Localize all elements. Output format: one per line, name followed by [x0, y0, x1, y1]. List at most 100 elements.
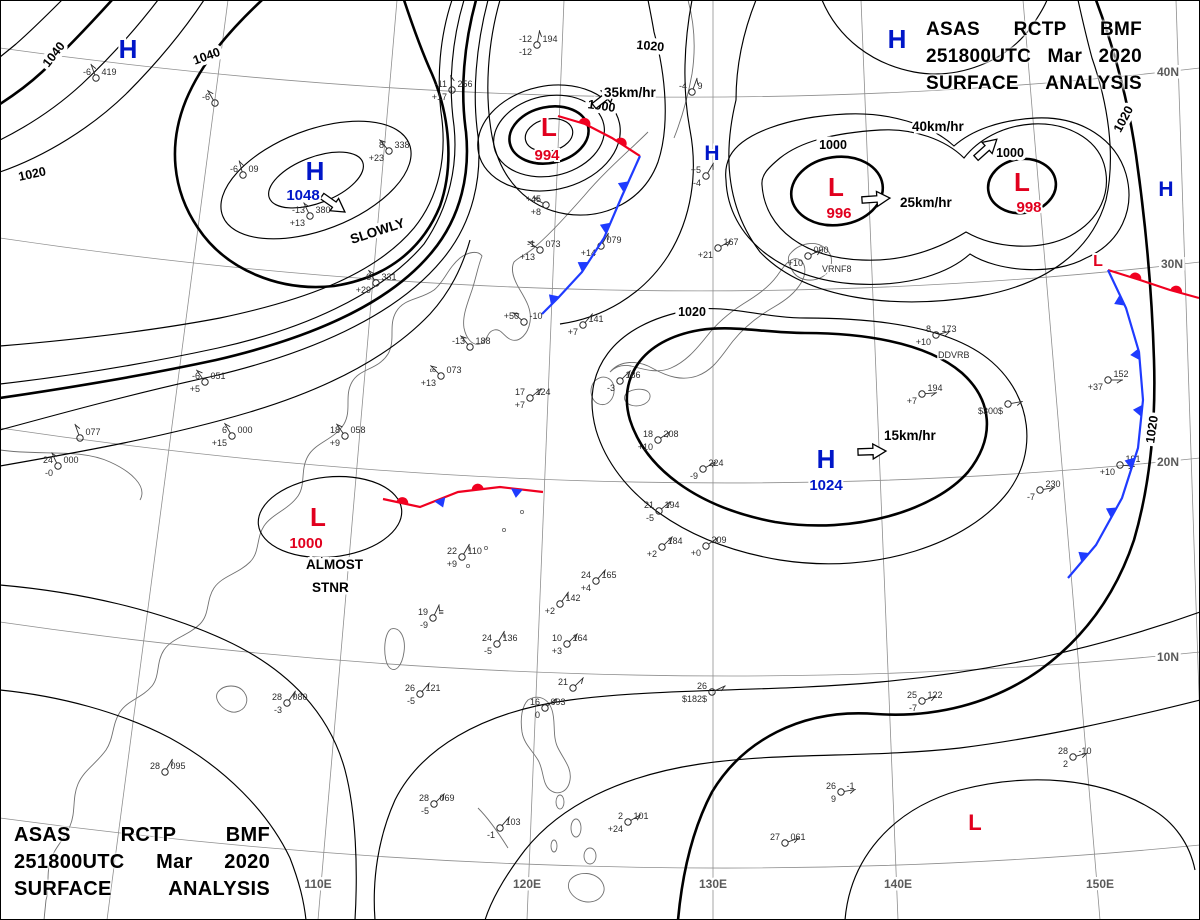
- station-pressure: 164: [573, 633, 588, 643]
- station-pressure: -1: [847, 781, 855, 791]
- wind-barb-feather-icon: [720, 685, 726, 692]
- wind-barb-icon: [51, 452, 58, 464]
- station-pressure: 419: [102, 67, 117, 77]
- station-dewpoint: +13: [520, 252, 535, 262]
- station-circle-icon: [496, 824, 504, 832]
- station-plot: 167 +21: [698, 237, 739, 260]
- station-dewpoint: +13: [290, 218, 305, 228]
- station-temp: -6: [230, 164, 238, 174]
- station-pressure: 224: [709, 458, 724, 468]
- wind-barb-feather-icon: [336, 424, 343, 428]
- station-plot: -6: [202, 89, 219, 107]
- station-plot: 21 194 -5: [644, 500, 680, 523]
- motion-label: ALMOST: [306, 557, 364, 572]
- lat-label: 20N: [1157, 455, 1179, 469]
- station-pressure: 136: [503, 633, 518, 643]
- station-temp: 6: [222, 425, 227, 435]
- station-plot: -6 051 +5: [190, 369, 226, 394]
- movement-arrow-icon: [591, 87, 618, 110]
- lon-label: 130E: [699, 877, 727, 891]
- station-plot: 224 -9: [690, 458, 724, 481]
- station-dewpoint: +2: [545, 606, 555, 616]
- station-plot: +50 -10: [504, 311, 543, 326]
- station-circle-icon: [702, 172, 710, 180]
- station-plot: 26 -1 9: [826, 781, 856, 804]
- wind-barb-feather-icon: [1082, 753, 1087, 759]
- lon-label: 150E: [1086, 877, 1114, 891]
- station-pressure: 051: [211, 371, 226, 381]
- station-pressure: 194: [665, 500, 680, 510]
- cold-front-triangle-icon: [1124, 457, 1135, 469]
- station-dewpoint: +0: [691, 548, 701, 558]
- station-plot: 19 ≡ -9: [418, 604, 444, 630]
- station-circle-icon: [520, 318, 528, 326]
- station-circle-icon: [448, 86, 456, 94]
- wind-barb-icon: [1075, 752, 1088, 757]
- station-plot: -1 073 +13: [520, 239, 561, 262]
- cold-front-triangle-icon: [599, 222, 611, 234]
- wind-barb-feather-icon: [538, 388, 542, 395]
- wind-barb-icon: [288, 690, 296, 701]
- wind-barb-feather-icon: [666, 431, 670, 438]
- station-circle-icon: [708, 688, 716, 696]
- station-dewpoint: +7: [515, 400, 525, 410]
- wind-barb-feather-icon: [539, 31, 543, 37]
- wind-barb-feather-icon: [450, 75, 455, 82]
- coastlines: [0, 0, 832, 920]
- wind-barb-feather-icon: [930, 392, 937, 397]
- station-plot: 28 069 -5: [419, 793, 455, 816]
- station-temp: 26: [697, 681, 707, 691]
- wind-barb-icon: [707, 162, 714, 174]
- station-temp: 28: [272, 692, 282, 702]
- wind-barb-feather-icon: [931, 695, 936, 702]
- wind-barb-icon: [421, 682, 430, 692]
- low-center: L: [1093, 253, 1103, 270]
- station-circle-icon: [542, 201, 550, 209]
- annotation-label: DDVRB: [938, 350, 970, 360]
- isobar-label: 1000: [819, 138, 847, 152]
- wind-barb-icon: [166, 758, 173, 770]
- station-circle-icon: [341, 432, 349, 440]
- wind-barb-icon: [303, 202, 310, 214]
- low-center: L: [1014, 167, 1030, 197]
- station-circle-icon: [714, 244, 722, 252]
- station-circle-icon: [385, 147, 393, 155]
- station-temp: 17: [515, 387, 525, 397]
- station-circle-icon: [1036, 486, 1044, 494]
- wind-barb-feather-icon: [368, 270, 375, 275]
- high-center: H: [1158, 178, 1173, 201]
- station-circle-icon: [211, 99, 219, 107]
- station-circle-icon: [536, 246, 544, 254]
- station-plot: 25 122 -7: [907, 690, 943, 713]
- warm-front-semicircle-icon: [615, 137, 627, 147]
- wind-barb-feather-icon: [196, 370, 203, 374]
- station-pressure: 184: [668, 536, 683, 546]
- station-plot: 152 +37: [1088, 369, 1129, 392]
- station-circle-icon: [466, 343, 474, 351]
- station-plot: 184 +2: [647, 536, 683, 559]
- isobar-label: 1020: [636, 38, 665, 54]
- station-temp: -13: [452, 336, 465, 346]
- station-temp: 8: [379, 140, 384, 150]
- station-plot: 26 $182$: [682, 681, 726, 704]
- station-plot: $300$: [978, 400, 1023, 416]
- station-circle-icon: [918, 697, 926, 705]
- station-plot: +5-4: [691, 162, 714, 188]
- station-dewpoint: +7: [568, 327, 578, 337]
- station-dewpoint: $300$: [978, 406, 1003, 416]
- wind-barb-icon: [460, 335, 469, 345]
- station-circle-icon: [54, 462, 62, 470]
- wind-barb-feather-icon: [1048, 487, 1055, 492]
- wind-barb-icon: [661, 501, 671, 510]
- station-temp: -6: [192, 371, 200, 381]
- station-circle-icon: [579, 321, 587, 329]
- title-block-top-right: ASAS RCTP BMF 251800UTC Mar 2020 SURFACE…: [926, 16, 1142, 97]
- station-temp: +5: [691, 165, 701, 175]
- wind-barb-icon: [692, 77, 698, 90]
- station-plot: 22 110 +9: [447, 543, 482, 569]
- wind-barb-feather-icon: [581, 677, 584, 685]
- station-circle-icon: [493, 640, 501, 648]
- wind-barb-icon: [602, 232, 609, 244]
- high-center: H: [817, 444, 836, 474]
- cold-front-triangle-icon: [577, 261, 589, 273]
